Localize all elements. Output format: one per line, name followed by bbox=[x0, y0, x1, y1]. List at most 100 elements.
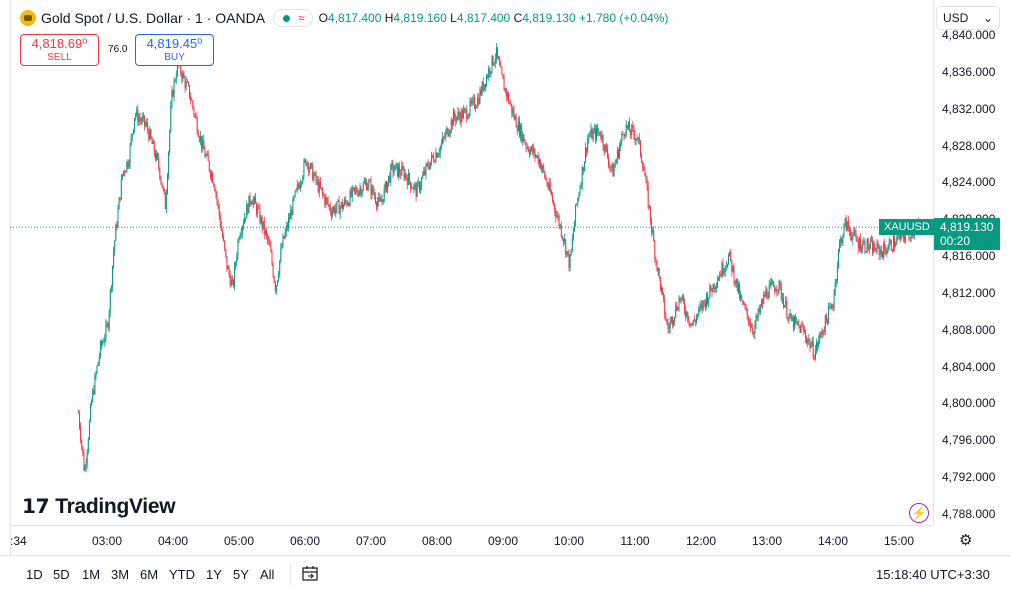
candle-body bbox=[695, 320, 696, 322]
candle-body bbox=[131, 133, 133, 137]
candle-body bbox=[323, 193, 325, 196]
candle-body bbox=[912, 234, 914, 237]
range-button-1d[interactable]: 1D bbox=[26, 567, 43, 582]
candle-body bbox=[381, 199, 383, 202]
candle-body bbox=[410, 181, 412, 189]
candle-body bbox=[346, 201, 348, 206]
bottom-toolbar: 1D 5D 1M 3M 6M YTD 1Y 5Y All 15:18:40 UT… bbox=[0, 555, 1011, 594]
candle-body bbox=[161, 182, 163, 188]
range-button-3m[interactable]: 3M bbox=[111, 567, 130, 582]
currency-select[interactable]: USD ⌄ bbox=[936, 6, 1000, 30]
range-button-5d[interactable]: 5D bbox=[53, 567, 70, 582]
candle-body bbox=[537, 155, 539, 164]
range-button-6m[interactable]: 6M bbox=[140, 567, 159, 582]
candle-body bbox=[560, 224, 562, 237]
candle-body bbox=[252, 200, 254, 205]
range-button-all[interactable]: All bbox=[260, 567, 275, 582]
candle-body bbox=[626, 125, 628, 129]
range-button-1m[interactable]: 1M bbox=[82, 567, 101, 582]
candle-body bbox=[483, 83, 485, 91]
candle-body bbox=[680, 297, 682, 301]
candle-body bbox=[498, 56, 500, 60]
candle-body bbox=[109, 289, 111, 312]
candle-body bbox=[141, 117, 143, 122]
candle-body bbox=[763, 294, 765, 304]
candle-body bbox=[148, 130, 150, 140]
clock-timezone[interactable]: 15:18:40 UTC+3:30 bbox=[876, 567, 990, 582]
candle-body bbox=[253, 196, 255, 201]
candle-body bbox=[395, 163, 397, 165]
candle-body bbox=[820, 332, 822, 334]
candle-body bbox=[536, 155, 538, 157]
candle-body bbox=[630, 131, 632, 135]
candle-body bbox=[236, 256, 238, 264]
candle-body bbox=[700, 304, 702, 307]
candle-body bbox=[438, 152, 440, 155]
candle-body bbox=[758, 308, 760, 312]
candle-body bbox=[437, 154, 439, 158]
candle-body bbox=[246, 204, 248, 219]
axis-settings-gear-icon[interactable]: ⚙ bbox=[959, 532, 973, 549]
price-tick-label: 4,832.000 bbox=[942, 101, 996, 116]
sell-button[interactable]: 4,818.69⁰ SELL bbox=[20, 34, 99, 66]
candle-body bbox=[344, 199, 346, 206]
candle-body bbox=[534, 148, 536, 157]
price-axis[interactable]: 4,840.000 4,836.000 4,832.000 4,828.000 4,82… bbox=[933, 0, 1011, 525]
candle-body bbox=[750, 323, 751, 328]
candle-body bbox=[103, 341, 105, 343]
candle-body bbox=[165, 193, 167, 210]
tradingview-logo[interactable]: 𝟭𝟳 TradingView bbox=[22, 494, 176, 519]
candle-body bbox=[743, 304, 745, 305]
candle-body bbox=[797, 321, 799, 325]
range-button-ytd[interactable]: YTD bbox=[169, 567, 195, 582]
candle-body bbox=[653, 230, 655, 242]
price-chart[interactable] bbox=[10, 0, 933, 525]
time-tick-label: 12:00 bbox=[685, 534, 717, 548]
candle-body bbox=[693, 319, 695, 321]
candle-body bbox=[374, 196, 376, 203]
candle-body bbox=[779, 280, 781, 287]
candle-body bbox=[880, 249, 882, 253]
candle-body bbox=[505, 88, 507, 97]
candle-body bbox=[277, 280, 278, 286]
buy-button[interactable]: 4,819.45⁰ BUY bbox=[135, 34, 214, 66]
candle-body bbox=[264, 230, 266, 234]
candle-body bbox=[774, 286, 776, 292]
candle-body bbox=[726, 264, 728, 267]
candle-body bbox=[530, 149, 531, 155]
candle-body bbox=[582, 167, 584, 172]
candle-body bbox=[306, 162, 308, 166]
candle-body bbox=[326, 197, 328, 201]
candle-body bbox=[318, 182, 320, 193]
candle-body bbox=[792, 317, 794, 329]
market-status-badge[interactable]: ≈ bbox=[273, 9, 313, 27]
candle-body bbox=[224, 240, 226, 249]
symbol-title[interactable]: Gold Spot / U.S. Dollar · 1 · OANDA bbox=[41, 10, 266, 26]
time-axis[interactable]: :34 03:00 04:00 05:00 06:00 07:00 08:00 09:00 10… bbox=[10, 525, 933, 554]
candle-body bbox=[641, 155, 643, 162]
candle-body bbox=[867, 239, 869, 250]
candle-body bbox=[392, 162, 394, 173]
candle-body bbox=[674, 317, 676, 322]
chart-pane[interactable] bbox=[10, 0, 933, 525]
candle-body bbox=[149, 129, 151, 140]
candle-body bbox=[883, 243, 885, 258]
candle-body bbox=[725, 266, 727, 267]
lightning-icon[interactable]: ⚡ bbox=[909, 503, 929, 523]
range-button-1y[interactable]: 1Y bbox=[206, 567, 222, 582]
candle-body bbox=[828, 307, 830, 324]
candle-body bbox=[657, 268, 659, 271]
candle-body bbox=[429, 161, 431, 169]
time-tick-label: 14:00 bbox=[817, 534, 849, 548]
candle-body bbox=[565, 239, 567, 255]
range-button-5y[interactable]: 5Y bbox=[233, 567, 249, 582]
candle-body bbox=[367, 186, 369, 191]
calendar-goto-icon[interactable] bbox=[302, 565, 318, 581]
candle-body bbox=[91, 400, 93, 406]
candle-body bbox=[625, 125, 627, 135]
price-tick-label: 4,792.000 bbox=[942, 470, 996, 485]
candle-body bbox=[418, 182, 420, 191]
candle-body bbox=[813, 357, 815, 359]
candle-body bbox=[458, 112, 460, 117]
candle-body bbox=[580, 185, 582, 188]
